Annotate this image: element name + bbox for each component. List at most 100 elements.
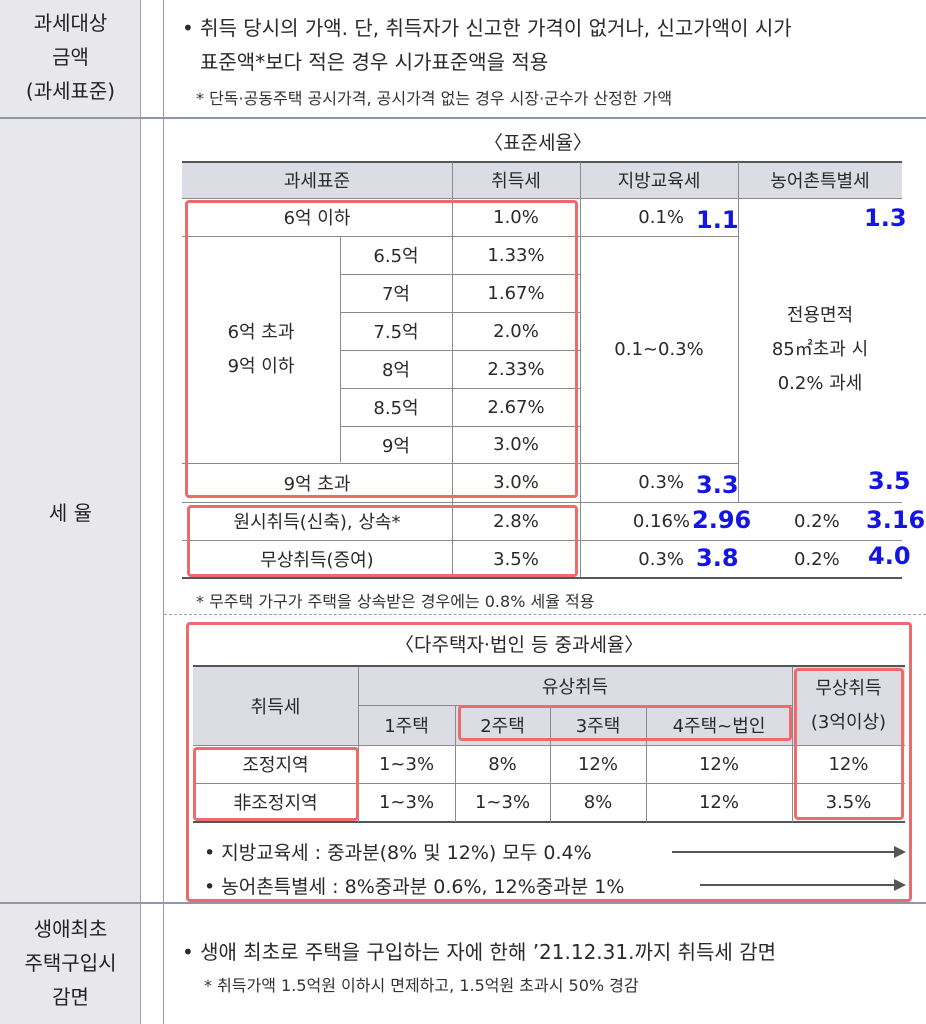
tax-base-line2: 표준액*보다 적은 경우 시가표준액을 적용	[200, 50, 549, 74]
heavy-title: 〈다주택자·법인 등 중과세율〉	[395, 634, 644, 656]
heavy-row0-v2: 12%	[577, 753, 618, 775]
rule	[182, 198, 902, 199]
heavy-row0-v0: 1~3%	[378, 753, 435, 775]
cell-rate-sub-2: 2.0%	[493, 320, 539, 342]
label-cell-tax-base	[0, 0, 141, 117]
arrow-line	[700, 884, 896, 886]
cell-rate-9: 3.0%	[493, 472, 539, 493]
cell-rate-sub-0: 1.33%	[487, 244, 545, 266]
cell-rate-sub-4: 2.67%	[487, 396, 545, 418]
rule	[550, 705, 551, 822]
cell-sub-3: 8억	[381, 360, 410, 381]
cell-sub-2: 7.5억	[373, 322, 419, 343]
cell-rural-original: 0.2%	[794, 510, 840, 532]
first-home-note: * 취득가액 1.5억원 이하시 면제하고, 1.5억원 초과시 50% 경감	[204, 976, 639, 995]
standard-note: * 무주택 가구가 주택을 상속받은 경우에는 0.8% 세율 적용	[196, 592, 595, 611]
first-home-line1: • 생애 최초로 주택을 구입하는 자에 한해 ’21.12.31.까지 취득세…	[182, 940, 776, 964]
arrow-right-icon	[894, 846, 906, 858]
rule	[340, 236, 341, 462]
rule	[646, 705, 647, 822]
highlight-box	[185, 200, 578, 498]
heavy-row1-v4: 3.5%	[825, 791, 872, 813]
cell-edu-mid: 0.1~0.3%	[614, 339, 704, 360]
cell-base-original: 원시취득(신축), 상속*	[233, 512, 401, 533]
row-separator	[0, 902, 926, 904]
rule	[738, 162, 739, 502]
heavy-bullet-2: • 농어촌특별세 : 8%중과분 0.6%, 12%중과분 1%	[204, 876, 625, 898]
rule	[340, 350, 580, 351]
heavy-sub-3: 3주택	[575, 716, 621, 737]
cell-base-6: 6억 이하	[283, 208, 351, 229]
cell-rural-gift: 0.2%	[794, 548, 840, 570]
header-tax-base: 과세표준	[283, 171, 351, 192]
annotation-4-0: 4.0	[868, 542, 911, 570]
tax-base-line1: • 취득 당시의 가액. 단, 취득자가 신고한 가격이 없거나, 신고가액이 …	[182, 16, 792, 40]
heavy-row-label-0: 조정지역	[242, 755, 309, 776]
heavy-row0-v3: 12%	[698, 753, 739, 775]
annotation-3-5: 3.5	[868, 467, 911, 495]
cell-sub-5: 9억	[381, 435, 410, 457]
row-separator	[0, 117, 926, 119]
heavy-sub-4: 4주택~법인	[672, 716, 766, 737]
heavy-sub-2: 2주택	[480, 716, 525, 737]
heavy-row0-v4: 12%	[828, 753, 869, 775]
rule	[182, 463, 738, 464]
section-divider	[164, 614, 926, 615]
cell-rate-original: 2.8%	[493, 510, 539, 532]
label-cell-first-home	[0, 904, 141, 1024]
rule	[193, 665, 905, 667]
cell-edu-original: 0.16%	[632, 510, 690, 532]
cell-sub-4: 8.5억	[373, 398, 419, 419]
label-cell-tax-rate	[0, 119, 141, 902]
cell-edu-gift: 0.3%	[638, 548, 684, 570]
heavy-header-acq: 취득세	[250, 697, 301, 718]
rule	[182, 540, 902, 541]
cell-edu-9: 0.3%	[638, 472, 684, 493]
highlight-box	[187, 505, 578, 577]
highlight-box	[458, 705, 792, 741]
cell-base-mid: 6억 초과 9억 이하	[227, 321, 295, 377]
rule	[340, 274, 580, 275]
heavy-header-free: 무상취득 (3억이상)	[810, 678, 887, 733]
rule	[580, 162, 581, 578]
heavy-row1-v1: 1~3%	[474, 791, 531, 813]
label-tax-base: 과세대상 금액 (과세표준)	[25, 11, 116, 103]
cell-rate-sub-5: 3.0%	[493, 434, 539, 455]
rule	[358, 667, 359, 822]
highlight-box	[193, 747, 359, 821]
content-rail	[163, 0, 164, 1024]
highlight-box	[794, 668, 904, 820]
rule	[340, 426, 580, 427]
rule	[193, 783, 905, 784]
cell-sub-1: 7억	[381, 284, 410, 305]
heavy-header-paid: 유상취득	[541, 677, 609, 698]
header-rural-tax: 농어촌특별세	[770, 171, 870, 192]
annotation-3-3: 3.3	[696, 471, 739, 499]
heavy-bullet-1: • 지방교육세 : 중과분(8% 및 12%) 모두 0.4%	[204, 842, 592, 864]
tax-base-note: * 단독·공동주택 공시가격, 공시가격 없는 경우 시장·군수가 산정한 가액	[196, 89, 673, 108]
cell-rate-6: 1.0%	[493, 206, 539, 228]
cell-sub-0: 6.5억	[373, 246, 419, 267]
arrow-right-icon	[894, 879, 906, 891]
standard-rate-title: 〈표준세율〉	[484, 132, 592, 154]
rule	[455, 705, 456, 822]
rule	[193, 745, 905, 746]
rule	[182, 577, 902, 579]
annotation-3-8: 3.8	[696, 544, 739, 572]
rule	[452, 162, 453, 578]
annotation-1-1: 1.1	[696, 206, 739, 234]
heavy-section-box	[186, 622, 912, 902]
cell-edu-6: 0.1%	[638, 206, 684, 228]
heavy-row1-v2: 8%	[583, 791, 613, 813]
rule	[792, 667, 793, 822]
cell-rural-note: 전용면적 85㎡초과 시 0.2% 과세	[771, 304, 869, 394]
heavy-row0-v1: 8%	[488, 753, 517, 775]
standard-header-bg	[182, 162, 902, 198]
label-tax-rate: 세 율	[48, 501, 93, 525]
header-acq-tax: 취득세	[491, 171, 541, 192]
rule	[182, 502, 902, 503]
cell-base-gift: 무상취득(증여)	[260, 550, 374, 571]
annotation-2-96: 2.96	[692, 506, 752, 534]
heavy-row1-v0: 1~3%	[378, 791, 435, 813]
rule	[193, 821, 905, 823]
